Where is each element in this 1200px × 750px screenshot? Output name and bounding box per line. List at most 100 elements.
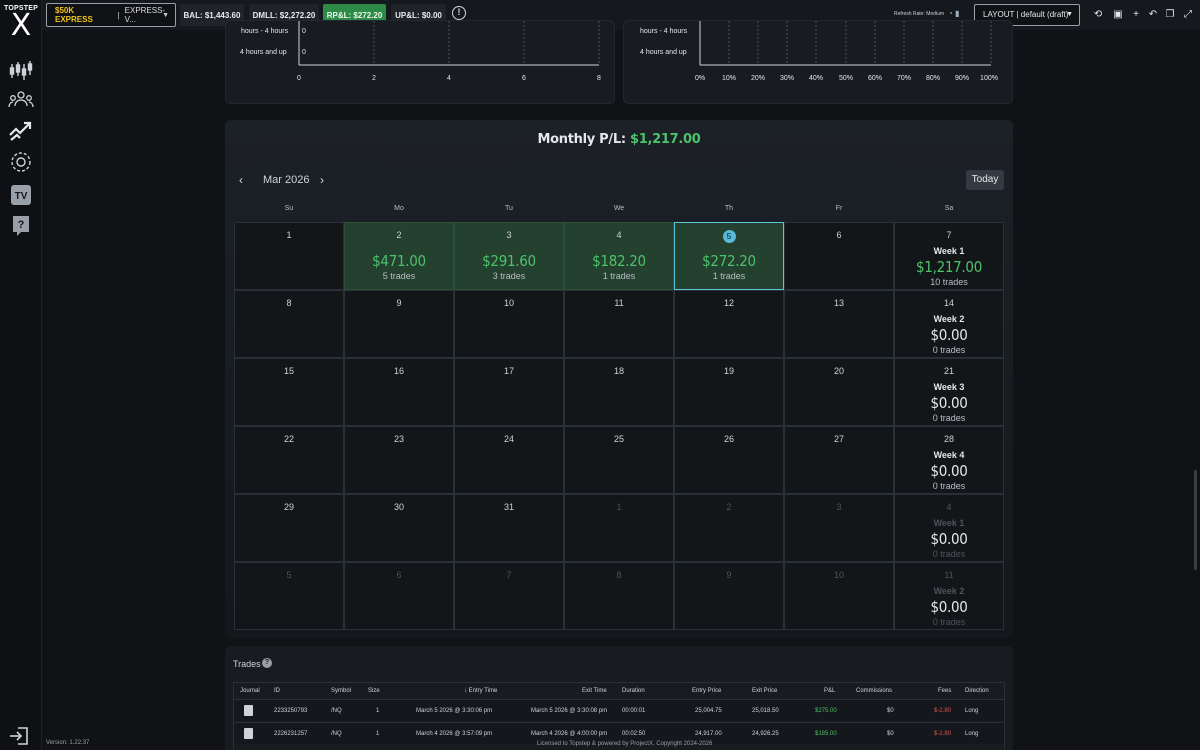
calendar-day-cell[interactable]: 19 [674, 358, 784, 426]
undo-icon[interactable]: ↶ [1148, 9, 1158, 20]
save-layout-icon[interactable]: ▣ [1113, 9, 1123, 20]
chevron-left-icon[interactable]: ‹ [239, 173, 243, 187]
account-selector[interactable]: $50K EXPRESS | EXPRESS-V... ▼ [46, 3, 176, 27]
calendar-day-cell[interactable]: 6 [784, 222, 894, 290]
table-column-header[interactable]: Size [368, 688, 380, 694]
calendar-day-cell[interactable]: 8 [564, 562, 674, 630]
calendar-day-cell[interactable]: 30 [344, 494, 454, 562]
day-number: 9 [396, 298, 402, 308]
calendar-day-cell[interactable]: 17 [454, 358, 564, 426]
day-pnl-amount: $471.00 [372, 252, 426, 270]
calendar-day-cell[interactable]: 9 [674, 562, 784, 630]
account-type: EXPRESS-V... [124, 6, 166, 24]
share-icon[interactable]: ⟲ [1093, 9, 1103, 20]
table-cell-size: 1 [376, 731, 380, 737]
week-summary-cell[interactable]: 11 Week 2 $0.00 0 trades [894, 562, 1004, 630]
table-column-header[interactable]: Commissions [856, 688, 893, 694]
week-summary-cell[interactable]: 28 Week 4 $0.00 0 trades [894, 426, 1004, 494]
x-tick-label: 70% [896, 75, 912, 82]
calendar-day-cell[interactable]: 20 [784, 358, 894, 426]
calendar-day-cell[interactable]: 5 $272.20 1 trades [674, 222, 784, 290]
calendar-day-cell[interactable]: 9 [344, 290, 454, 358]
table-column-header[interactable]: Duration [622, 688, 645, 694]
calendar-day-cell[interactable]: 22 [234, 426, 344, 494]
community-icon[interactable] [8, 88, 34, 112]
fullscreen-icon[interactable]: ⤢ [1184, 9, 1192, 20]
day-of-week-header: Fr [835, 205, 843, 212]
table-row[interactable]: 2226231257/NQ 1 March 4 2026 @ 3:57:09 pm M… [234, 722, 1004, 744]
table-column-header[interactable]: Fees [938, 688, 952, 694]
calendar-day-cell[interactable]: 26 [674, 426, 784, 494]
week-summary-cell[interactable]: 7 Week 1 $1,217.00 10 trades [894, 222, 1004, 290]
day-number: 6 [836, 230, 842, 240]
calendar-day-cell[interactable]: 1 [564, 494, 674, 562]
calendar-day-cell[interactable]: 2 $471.00 5 trades [344, 222, 454, 290]
table-column-header[interactable]: Symbol [331, 688, 352, 694]
table-column-header[interactable]: Exit Price [752, 688, 778, 694]
calendar-day-cell[interactable]: 24 [454, 426, 564, 494]
day-number: 7 [506, 570, 512, 580]
day-number: 25 [613, 434, 624, 444]
journal-icon[interactable] [244, 705, 253, 716]
calendar-day-cell[interactable]: 15 [234, 358, 344, 426]
calendar-day-cell[interactable]: 23 [344, 426, 454, 494]
week-summary-cell[interactable]: 21 Week 3 $0.00 0 trades [894, 358, 1004, 426]
day-number: 1 [616, 502, 622, 512]
week-summary-cell[interactable]: 14 Week 2 $0.00 0 trades [894, 290, 1004, 358]
day-number: 14 [943, 298, 954, 308]
table-column-header[interactable]: P&L [824, 688, 836, 694]
copy-layout-icon[interactable]: ❐ [1165, 9, 1175, 20]
table-row[interactable]: 2233250793/NQ 1 March 5 2026 @ 3:30:06 pm M… [234, 699, 1004, 721]
calendar-day-cell[interactable]: 18 [564, 358, 674, 426]
calendar-day-cell[interactable]: 2 [674, 494, 784, 562]
logout-icon[interactable] [8, 726, 30, 746]
win-rate-chart-panel: hours - 4 hours 4 hours and up 0% 10% 20… [623, 20, 1013, 104]
calendar-day-cell[interactable]: 25 [564, 426, 674, 494]
calendar-day-cell[interactable]: 5 [234, 562, 344, 630]
table-column-header[interactable]: Exit Time [582, 688, 607, 694]
add-widget-icon[interactable]: + [1133, 9, 1139, 20]
help-icon[interactable]: ? [262, 658, 272, 668]
performance-icon[interactable] [8, 118, 34, 142]
info-icon[interactable]: ! [452, 6, 466, 20]
calendar-day-cell[interactable]: 27 [784, 426, 894, 494]
sidebar: TOPSTEP X TV ? [0, 0, 42, 750]
day-pnl-amount: $0.00 [930, 326, 968, 344]
calendar-day-cell[interactable]: 10 [454, 290, 564, 358]
calendar-day-cell[interactable]: 7 [454, 562, 564, 630]
table-column-header[interactable]: Direction [965, 688, 989, 694]
topstepx-logo[interactable]: TOPSTEP X [4, 5, 38, 41]
table-column-header[interactable]: ↓ Entry Time [464, 688, 498, 694]
chart-trading-icon[interactable] [8, 58, 34, 82]
table-column-header[interactable]: ID [274, 688, 280, 694]
calendar-day-cell[interactable]: 3 $291.60 3 trades [454, 222, 564, 290]
calendar-day-cell[interactable]: 6 [344, 562, 454, 630]
x-tick-label: 4 [447, 75, 451, 82]
calendar-day-cell[interactable]: 8 [234, 290, 344, 358]
svg-text:TV: TV [15, 191, 28, 202]
x-tick-label: 100% [980, 75, 998, 82]
x-tick-label: 10% [721, 75, 737, 82]
calendar-day-cell[interactable]: 29 [234, 494, 344, 562]
page-scrollbar[interactable] [1194, 470, 1197, 570]
calendar-day-cell[interactable]: 31 [454, 494, 564, 562]
day-of-week-header: We [613, 205, 625, 212]
help-icon[interactable]: ? [8, 214, 34, 238]
settings-gear-icon[interactable] [8, 150, 34, 174]
chart-y-label: 4 hours and up [240, 49, 287, 56]
calendar-day-cell[interactable]: 1 [234, 222, 344, 290]
calendar-day-cell[interactable]: 10 [784, 562, 894, 630]
calendar-day-cell[interactable]: 4 $182.20 1 trades [564, 222, 674, 290]
today-button[interactable]: Today [966, 170, 1004, 190]
journal-icon[interactable] [244, 728, 253, 739]
table-column-header[interactable]: Journal [240, 688, 260, 694]
calendar-day-cell[interactable]: 11 [564, 290, 674, 358]
chevron-right-icon[interactable]: › [320, 173, 324, 187]
calendar-day-cell[interactable]: 3 [784, 494, 894, 562]
calendar-day-cell[interactable]: 16 [344, 358, 454, 426]
calendar-day-cell[interactable]: 12 [674, 290, 784, 358]
week-summary-cell[interactable]: 4 Week 1 $0.00 0 trades [894, 494, 1004, 562]
tradingview-icon[interactable]: TV [8, 183, 34, 207]
calendar-day-cell[interactable]: 13 [784, 290, 894, 358]
table-column-header[interactable]: Entry Price [692, 688, 722, 694]
